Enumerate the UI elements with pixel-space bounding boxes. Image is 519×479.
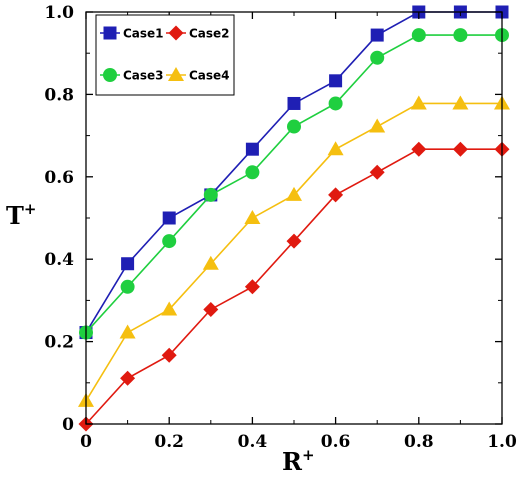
y-axis-label: T+ [6, 200, 36, 230]
data-point [452, 141, 468, 157]
data-point [120, 370, 136, 386]
x-tick-label: 0.2 [154, 432, 184, 452]
data-point [244, 279, 260, 295]
data-point [370, 28, 384, 42]
data-point [161, 301, 178, 316]
data-point [329, 74, 343, 88]
data-point [369, 118, 386, 133]
data-point [452, 95, 469, 110]
data-point [203, 301, 219, 317]
legend-item: Case2 [166, 25, 230, 41]
legend-label: Case3 [123, 69, 164, 83]
data-point [369, 164, 385, 180]
data-point [286, 186, 302, 201]
legend: Case1 Case2 Case3 Case4 [95, 14, 235, 96]
legend-item: Case3 [100, 68, 164, 83]
data-point [286, 233, 302, 249]
x-tick-label: 1.0 [487, 432, 517, 452]
data-point [120, 279, 135, 294]
legend-marker [103, 26, 117, 40]
data-point [244, 210, 261, 224]
data-point [411, 141, 427, 157]
y-tick-label: 0.2 [44, 333, 74, 353]
legend-marker [103, 68, 117, 82]
series-case4 [78, 95, 510, 407]
legend-box [95, 14, 235, 96]
data-point [287, 119, 301, 134]
legend-item: Case4 [166, 67, 230, 83]
x-tick-label: 0.6 [321, 432, 351, 452]
data-point [370, 50, 385, 65]
x-tick-label: 0 [80, 432, 92, 452]
data-point [121, 257, 135, 271]
legend-marker [168, 67, 184, 81]
y-tick-label: 0.8 [44, 85, 74, 105]
data-point [161, 347, 177, 363]
series-case2 [78, 141, 510, 432]
x-axis-label: R+ [282, 446, 315, 476]
data-point [245, 165, 260, 180]
data-point [245, 142, 259, 156]
x-tick-label: 0.8 [404, 432, 434, 452]
y-tick-label: 0.6 [44, 168, 74, 188]
y-tick-label: 0.4 [44, 250, 74, 270]
legend-label: Case1 [123, 27, 164, 41]
data-point [327, 141, 344, 156]
ticks-layer: 0 0.2 0.4 0.6 0.8 1.0 0 0.2 0.4 0.6 0.8 1.0 [44, 3, 517, 452]
data-point [162, 234, 177, 249]
y-tick-label: 1.0 [44, 3, 74, 23]
data-point [287, 96, 301, 110]
data-point [119, 324, 136, 339]
series-case3 [79, 28, 509, 340]
data-point [328, 96, 343, 111]
legend-marker [168, 25, 184, 41]
data-point [328, 187, 344, 203]
data-point [203, 187, 218, 202]
series-line [85, 102, 502, 402]
data-point [453, 28, 468, 43]
x-tick-label: 0.4 [238, 432, 268, 452]
data-point [411, 28, 426, 43]
legend-label: Case4 [189, 69, 230, 83]
data-point [410, 95, 427, 110]
legend-label: Case2 [189, 27, 230, 41]
series-layer [78, 5, 510, 432]
data-point [162, 211, 176, 225]
y-tick-label: 0 [62, 415, 74, 435]
data-point [202, 255, 219, 270]
legend-item: Case1 [100, 26, 164, 41]
